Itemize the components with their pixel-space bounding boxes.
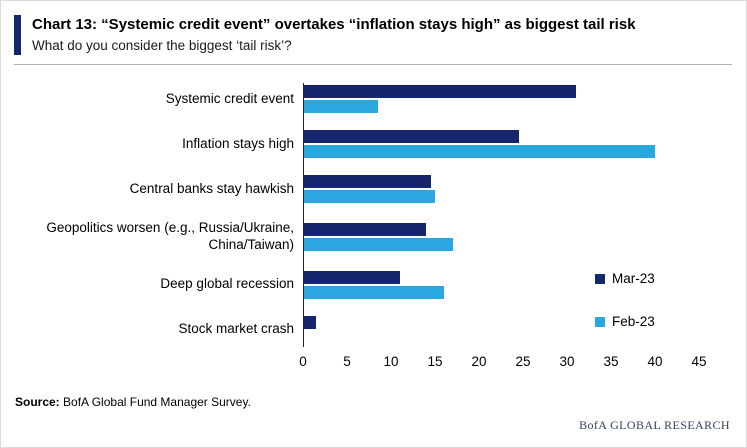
bar-feb-23 xyxy=(303,190,435,203)
bar-group xyxy=(303,175,699,203)
bar-mar-23 xyxy=(303,130,519,143)
bar-group xyxy=(303,85,699,113)
x-axis-spacer xyxy=(15,354,303,372)
category-label: Stock market crash xyxy=(178,321,294,337)
title-accent-bar xyxy=(14,15,21,55)
legend-label-feb-23: Feb-23 xyxy=(612,314,655,329)
title-block: Chart 13: “Systemic credit event” overta… xyxy=(32,15,636,55)
legend-label-mar-23: Mar-23 xyxy=(612,271,655,286)
bar-group xyxy=(303,270,699,299)
category-label: Central banks stay hawkish xyxy=(129,180,294,196)
bar-mar-23 xyxy=(303,270,400,284)
x-tick-label: 30 xyxy=(559,353,575,369)
header-divider xyxy=(14,64,732,65)
chart-title: Chart 13: “Systemic credit event” overta… xyxy=(32,16,636,33)
chart-rows: Systemic credit event Inflation stays hig… xyxy=(15,83,699,347)
x-axis-ticks: 0 5 10 15 20 25 30 35 40 45 xyxy=(299,353,706,372)
bar-feb-23 xyxy=(303,237,453,251)
source-line: Source: BofA Global Fund Manager Survey. xyxy=(15,395,251,409)
bar-feb-23 xyxy=(303,285,444,299)
x-tick-label: 5 xyxy=(343,353,351,369)
chart-row: Geopolitics worsen (e.g., Russia/Ukraine… xyxy=(15,220,699,254)
chart-row: Central banks stay hawkish xyxy=(15,175,699,203)
x-tick-label: 45 xyxy=(691,353,707,369)
category-label: Geopolitics worsen (e.g., Russia/Ukraine… xyxy=(46,220,294,252)
legend-entry-mar-23: Mar-23 xyxy=(595,271,655,286)
x-tick-label: 10 xyxy=(383,353,399,369)
chart-header: Chart 13: “Systemic credit event” overta… xyxy=(1,1,746,55)
chart-row: Inflation stays high xyxy=(15,130,699,158)
legend-swatch-feb-23 xyxy=(595,316,605,327)
y-axis-line xyxy=(303,83,304,347)
x-tick-label: 20 xyxy=(471,353,487,369)
legend-entry-feb-23: Feb-23 xyxy=(595,314,655,329)
bar-feb-23 xyxy=(303,100,378,113)
category-label: Deep global recession xyxy=(160,276,294,292)
bar-mar-23 xyxy=(303,315,317,329)
x-tick-label: 35 xyxy=(603,353,619,369)
legend: Mar-23 Feb-23 xyxy=(595,271,655,357)
category-label: Inflation stays high xyxy=(182,135,294,151)
bar-mar-23 xyxy=(303,85,576,98)
x-tick-label: 15 xyxy=(427,353,443,369)
chart-area: Systemic credit event Inflation stays hig… xyxy=(1,83,746,347)
chart-row: Systemic credit event xyxy=(15,85,699,113)
chart-subtitle: What do you consider the biggest ‘tail r… xyxy=(32,37,292,53)
source-label: Source: xyxy=(15,395,60,409)
bar-mar-23 xyxy=(303,175,431,188)
x-tick-label: 25 xyxy=(515,353,531,369)
bar-group xyxy=(303,130,699,158)
source-text: BofA Global Fund Manager Survey. xyxy=(63,395,251,409)
branding-text: BofA GLOBAL RESEARCH xyxy=(579,418,730,432)
bar-group xyxy=(303,222,699,251)
x-tick-label: 0 xyxy=(299,353,307,369)
bar-group xyxy=(303,315,699,344)
x-axis: 0 5 10 15 20 25 30 35 40 45 xyxy=(1,354,746,372)
category-label: Systemic credit event xyxy=(165,90,294,106)
chart-row: Deep global recession xyxy=(15,270,699,299)
legend-swatch-mar-23 xyxy=(595,273,605,284)
x-tick-label: 40 xyxy=(647,353,663,369)
chart-row: Stock market crash xyxy=(15,315,699,344)
bar-mar-23 xyxy=(303,222,427,236)
bar-feb-23 xyxy=(303,145,655,158)
